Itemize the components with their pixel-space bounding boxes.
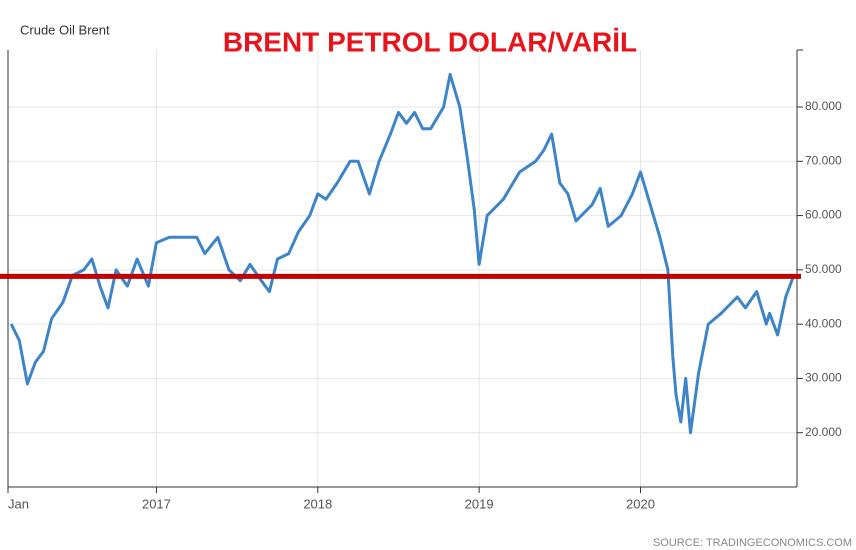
y-tick-label: 70.000 xyxy=(805,153,842,167)
y-tick-label: 50.000 xyxy=(805,262,842,276)
x-tick-label: 2020 xyxy=(626,496,655,511)
y-tick-label: 80.000 xyxy=(805,99,842,113)
y-tick-label: 20.000 xyxy=(805,425,842,439)
x-tick-label: Jan xyxy=(8,496,29,511)
x-tick-label: 2017 xyxy=(142,496,171,511)
y-tick-label: 60.000 xyxy=(805,208,842,222)
price-line xyxy=(9,72,796,435)
y-tick-label: 40.000 xyxy=(805,316,842,330)
y-tick-label: 30.000 xyxy=(805,371,842,385)
series-name: Crude Oil Brent xyxy=(20,22,110,37)
source: SOURCE: TRADINGECONOMICS.COM xyxy=(653,537,852,549)
chart-title: BRENT PETROL DOLAR/VARİL xyxy=(223,26,637,57)
x-tick-label: 2019 xyxy=(465,496,494,511)
x-tick-label: 2018 xyxy=(303,496,332,511)
